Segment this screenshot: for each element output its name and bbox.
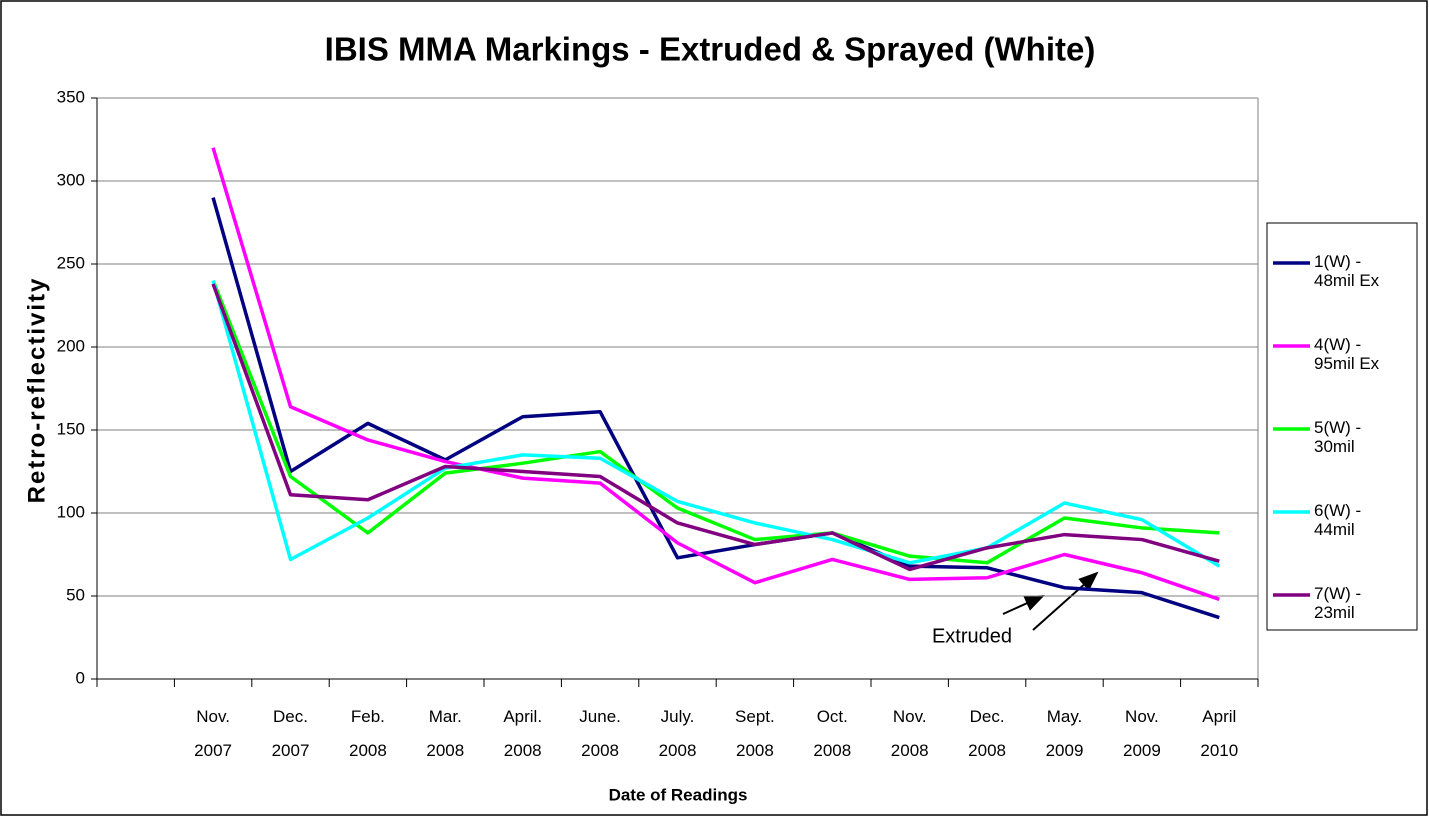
series-line [211, 279, 1220, 565]
annotation-arrow [1032, 571, 1099, 631]
legend-box [1266, 222, 1418, 631]
series-line [211, 283, 1220, 572]
y-tick-label: 250 [57, 253, 85, 272]
x-tick-label: Nov. 2008 [891, 707, 929, 760]
annotation: Extruded [932, 625, 1012, 647]
x-tick-label: Feb. 2008 [349, 707, 387, 760]
series-line [211, 280, 1221, 568]
x-tick-label: June. 2008 [579, 707, 621, 760]
x-tick-label: April 2010 [1200, 707, 1238, 760]
chart-title: IBIS MMA Markings - Extruded & Sprayed (… [325, 31, 1096, 68]
y-tick-label: 50 [66, 585, 85, 604]
x-tick-label: Dec. 2008 [968, 707, 1006, 760]
y-tick-label: 350 [57, 87, 85, 106]
series-line [211, 147, 1220, 601]
y-tick-label: 0 [76, 668, 85, 687]
x-tick-label: Oct. 2008 [813, 707, 851, 760]
annotation-arrow [1002, 595, 1045, 615]
x-tick-label: May. 2009 [1046, 707, 1084, 760]
y-tick-label: 300 [57, 170, 85, 189]
y-tick-label: 150 [57, 419, 85, 438]
x-tick-label: Nov. 2007 [194, 707, 232, 760]
x-tick-label: Mar. 2008 [426, 707, 464, 760]
x-tick-label: Sept. 2008 [735, 707, 775, 760]
x-tick-label: April. 2008 [503, 707, 542, 760]
y-tick-label: 100 [57, 502, 85, 521]
legend-label: 5(W) -30mil [1314, 418, 1361, 456]
x-tick-label: Nov. 2009 [1123, 707, 1161, 760]
legend-label: 7(W) -23mil [1314, 584, 1361, 622]
legend-label: 1(W) -48mil Ex [1314, 252, 1380, 290]
x-tick-label: July. 2008 [659, 707, 697, 760]
y-axis-label: Retro-reflectivity [23, 277, 50, 504]
legend-label: 6(W) -44mil [1314, 501, 1361, 539]
series-line [211, 197, 1220, 620]
y-tick-label: 200 [57, 336, 85, 355]
legend-label: 4(W) -95mil Ex [1314, 335, 1380, 373]
x-axis-label: Date of Readings [609, 785, 748, 804]
x-tick-label: Dec. 2007 [272, 707, 310, 760]
